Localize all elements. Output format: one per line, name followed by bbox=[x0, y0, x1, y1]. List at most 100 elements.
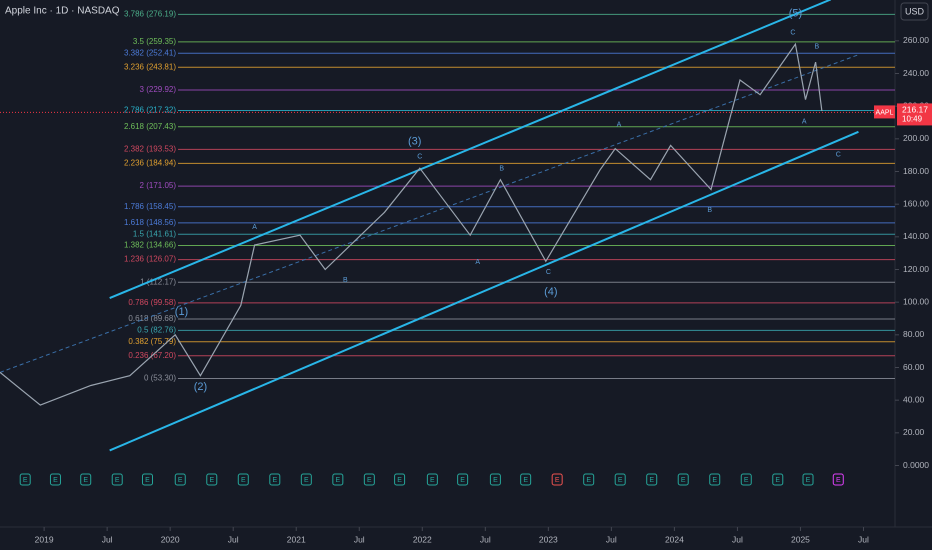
symbol-tag bbox=[874, 105, 895, 119]
earnings-label: E bbox=[145, 477, 150, 484]
y-tick-label: 40.00 bbox=[903, 394, 925, 404]
earnings-label: E bbox=[304, 477, 309, 484]
earnings-icon bbox=[551, 473, 563, 486]
y-tick-label: 260.00 bbox=[903, 35, 929, 45]
wave-label: A bbox=[475, 259, 480, 266]
x-tick-label: Jul bbox=[606, 534, 617, 544]
fib-label: 3.786 (276.19) bbox=[124, 9, 176, 18]
wave-label: C bbox=[790, 30, 795, 37]
earnings-icon bbox=[740, 473, 752, 486]
fib-label: 1.382 (134.66) bbox=[124, 241, 176, 250]
earnings-label: E bbox=[367, 477, 372, 484]
x-tick-label: 2025 bbox=[791, 534, 810, 544]
countdown: 10:49 bbox=[902, 115, 923, 124]
fib-label: 1.5 (141.61) bbox=[133, 229, 176, 238]
earnings-icon bbox=[489, 473, 501, 486]
x-tick-label: Jul bbox=[480, 534, 491, 544]
wave-label: B bbox=[815, 44, 820, 51]
x-tick-label: 2019 bbox=[35, 534, 54, 544]
earnings-label: E bbox=[335, 477, 340, 484]
earnings-label: E bbox=[493, 477, 498, 484]
fib-label: 1.786 (158.45) bbox=[124, 202, 176, 211]
earnings-label: E bbox=[115, 477, 120, 484]
wave-label: (2) bbox=[194, 381, 207, 393]
earnings-icon bbox=[583, 473, 595, 486]
y-tick-label: 20.00 bbox=[903, 427, 925, 437]
earnings-label: E bbox=[618, 477, 623, 484]
fib-label: 2.618 (207.43) bbox=[124, 122, 176, 131]
wave-label: C bbox=[417, 154, 422, 161]
earnings-label: E bbox=[83, 477, 88, 484]
fib-label: 1 (112.17) bbox=[140, 277, 176, 286]
x-tick-label: 2024 bbox=[665, 534, 684, 544]
fib-label: 0.5 (82.76) bbox=[137, 325, 176, 334]
fib-label: 3.5 (259.35) bbox=[133, 37, 176, 46]
fib-label: 1.236 (126.07) bbox=[124, 255, 176, 264]
earnings-label: E bbox=[460, 477, 465, 484]
earnings-icon bbox=[802, 473, 814, 486]
earnings-label: E bbox=[523, 477, 528, 484]
earnings-icon bbox=[614, 473, 626, 486]
wave-label: (5) bbox=[789, 7, 802, 19]
earnings-label: E bbox=[241, 477, 246, 484]
wave-label: B bbox=[343, 277, 348, 284]
x-tick-label: 2022 bbox=[413, 534, 432, 544]
y-tick-label: 60.00 bbox=[903, 362, 925, 372]
y-tick-label: 240.00 bbox=[903, 68, 929, 78]
earnings-icon bbox=[709, 473, 721, 486]
earnings-label: E bbox=[397, 477, 402, 484]
earnings-icon bbox=[111, 473, 123, 486]
earnings-icon bbox=[646, 473, 658, 486]
symbol: AAPL bbox=[876, 109, 894, 116]
fib-label: 0.618 (89.68) bbox=[128, 314, 176, 323]
earnings-label: E bbox=[586, 477, 591, 484]
earnings-label: E bbox=[555, 477, 560, 484]
earnings-icon bbox=[332, 473, 344, 486]
earnings-label: E bbox=[806, 477, 811, 484]
earnings-label: E bbox=[775, 477, 780, 484]
y-tick-label: 200.00 bbox=[903, 133, 929, 143]
earnings-label: E bbox=[744, 477, 749, 484]
x-tick-label: 2020 bbox=[161, 534, 180, 544]
wave-label: A bbox=[617, 122, 622, 129]
earnings-label: E bbox=[272, 477, 277, 484]
y-tick-label: 80.00 bbox=[903, 329, 925, 339]
fib-label: 1.618 (148.56) bbox=[124, 218, 176, 227]
earnings-icon bbox=[237, 473, 249, 486]
earnings-label: E bbox=[681, 477, 686, 484]
earnings-icon bbox=[772, 473, 784, 486]
fib-label: 3 (229.92) bbox=[140, 85, 177, 94]
fib-label: 2.786 (217.32) bbox=[124, 106, 176, 115]
earnings-icon bbox=[520, 473, 532, 486]
x-tick-label: Jul bbox=[228, 534, 239, 544]
fib-label: 0.786 (99.58) bbox=[128, 298, 176, 307]
channel-line bbox=[109, 130, 859, 452]
earnings-label: E bbox=[649, 477, 654, 484]
x-tick-label: Jul bbox=[858, 534, 869, 544]
earnings-icon bbox=[832, 473, 844, 486]
last-price: 216.17 bbox=[902, 105, 928, 115]
earnings-label: E bbox=[53, 477, 58, 484]
price-line bbox=[0, 42, 823, 406]
earnings-icon bbox=[49, 473, 61, 486]
wave-label: (3) bbox=[408, 136, 421, 148]
wave-label: B bbox=[707, 207, 712, 214]
earnings-label: E bbox=[178, 477, 183, 484]
x-tick-label: Jul bbox=[732, 534, 743, 544]
earnings-icon bbox=[677, 473, 689, 486]
earnings-label: E bbox=[430, 477, 435, 484]
fib-label: 2.382 (193.53) bbox=[124, 145, 176, 154]
earnings-icon bbox=[426, 473, 438, 486]
earnings-icon bbox=[174, 473, 186, 486]
y-tick-label: 100.00 bbox=[903, 296, 929, 306]
wave-label: (4) bbox=[544, 286, 557, 298]
y-tick-label: 140.00 bbox=[903, 231, 929, 241]
earnings-label: E bbox=[209, 477, 214, 484]
chart-title: Apple Inc · 1D · NASDAQ bbox=[5, 6, 120, 17]
currency-box[interactable] bbox=[900, 2, 929, 21]
earnings-icon bbox=[300, 473, 312, 486]
x-tick-label: Jul bbox=[102, 534, 113, 544]
y-tick-label: 120.00 bbox=[903, 264, 929, 274]
fib-label: 0 (53.30) bbox=[144, 374, 176, 383]
